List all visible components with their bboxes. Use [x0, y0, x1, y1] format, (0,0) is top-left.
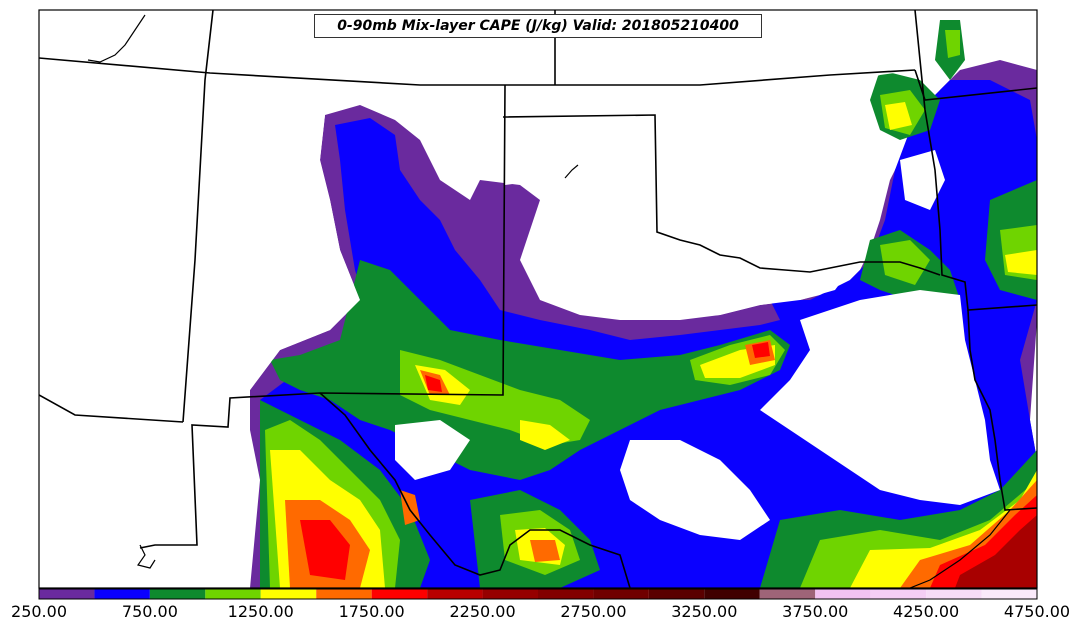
- colorbar-bin: [316, 589, 372, 599]
- colorbar-tick-label: 3750.00: [782, 602, 849, 621]
- colorbar-bin: [759, 589, 816, 599]
- colorbar-bin: [648, 589, 705, 599]
- colorbar-tick-label: 4750.00: [1003, 602, 1071, 621]
- colorbar-bin: [260, 589, 317, 599]
- colorbar-bin: [371, 589, 428, 599]
- colorbar-bin: [593, 589, 649, 599]
- colorbar-tick-label: 2250.00: [449, 602, 516, 621]
- colorbar-bin: [149, 589, 206, 599]
- colorbar-tick-label: 3250.00: [671, 602, 738, 621]
- colorbar-border: [38, 588, 1038, 600]
- colorbar-tick-label: 4250.00: [893, 602, 960, 621]
- colorbar-bin: [926, 589, 982, 599]
- colorbar-tick-label: 1750.00: [338, 602, 405, 621]
- colorbar-tick-label: 750.00: [121, 602, 178, 621]
- colorbar-bin: [482, 589, 538, 599]
- state-boundaries: [39, 10, 1037, 588]
- cape-contours: [39, 10, 1037, 588]
- colorbar-bin: [205, 589, 261, 599]
- colorbar-bin: [981, 589, 1037, 599]
- colorbar-bin: [94, 589, 150, 599]
- plot-border: [38, 9, 1038, 589]
- colorbar-bin: [704, 589, 760, 599]
- colorbar-tick-label: 2750.00: [560, 602, 627, 621]
- cape-2000-plus: [955, 515, 1037, 588]
- colorbar-tick-label: 1250.00: [227, 602, 294, 621]
- map-title: 0-90mb Mix-layer CAPE (J/kg) Valid: 2018…: [314, 14, 762, 38]
- colorbar: [39, 589, 1037, 599]
- colorbar-bin: [427, 589, 483, 599]
- colorbar-bin: [39, 589, 95, 599]
- colorbar-bin: [870, 589, 927, 599]
- colorbar-bin: [815, 589, 871, 599]
- colorbar-bin: [538, 589, 594, 599]
- colorbar-tick-label: 250.00: [11, 602, 67, 621]
- coastline: [87, 14, 1011, 588]
